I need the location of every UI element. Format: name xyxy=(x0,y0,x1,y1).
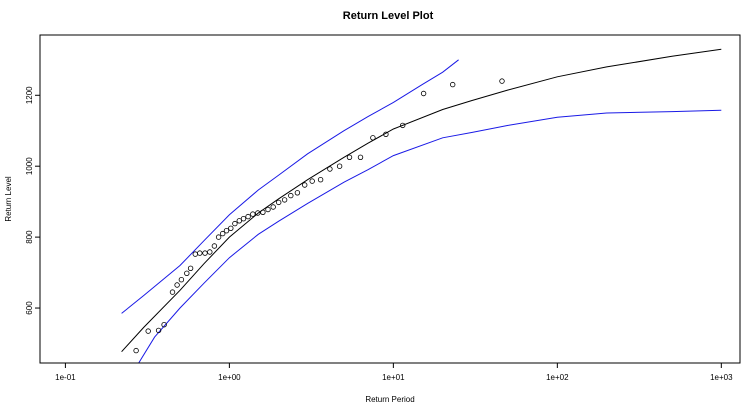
observed-point xyxy=(236,218,242,224)
x-tick-label: 1e-01 xyxy=(55,373,76,382)
observed-point xyxy=(294,190,301,196)
observed-point xyxy=(420,90,427,97)
x-tick-label: 1e+03 xyxy=(710,373,733,382)
observed-point xyxy=(270,204,276,210)
chart-title: Return Level Plot xyxy=(343,10,434,22)
x-tick-label: 1e+00 xyxy=(218,373,241,382)
observed-point xyxy=(383,131,389,137)
x-axis-label: Return Period xyxy=(365,395,414,404)
observed-point xyxy=(317,176,324,183)
observed-point xyxy=(202,250,208,256)
observed-point xyxy=(260,209,266,215)
plot-frame xyxy=(39,34,741,364)
observed-point xyxy=(281,197,288,203)
observed-point xyxy=(232,220,238,227)
observed-point xyxy=(255,210,261,216)
observed-point xyxy=(250,211,256,217)
observed-point xyxy=(184,270,190,276)
observed-point xyxy=(240,215,247,222)
y-tick-label: 800 xyxy=(25,230,34,244)
observed-point xyxy=(309,178,315,184)
y-tick-label: 1200 xyxy=(25,86,34,104)
y-axis-label: Return Level xyxy=(4,176,13,222)
observed-point xyxy=(499,78,505,84)
observed-point xyxy=(245,213,251,220)
observed-point xyxy=(346,154,353,160)
observed-point xyxy=(219,230,226,237)
fitted-return-level-line xyxy=(121,48,722,353)
observed-point xyxy=(174,282,180,288)
lower-confidence-line xyxy=(138,109,722,363)
observed-point xyxy=(145,328,151,334)
confidence-bounds xyxy=(121,59,722,363)
observed-point xyxy=(192,251,198,257)
observed-point xyxy=(336,163,343,169)
observed-point xyxy=(207,249,213,255)
y-tick-label: 600 xyxy=(25,301,34,315)
observed-point xyxy=(276,199,282,206)
observed-point xyxy=(288,192,294,199)
fitted-curve xyxy=(121,48,722,353)
observed-point xyxy=(197,250,203,256)
x-tick-label: 1e+01 xyxy=(382,373,405,382)
observed-point xyxy=(357,154,364,160)
observed-point xyxy=(400,122,406,129)
observed-point xyxy=(178,277,185,283)
x-tick-label: 1e+02 xyxy=(546,373,569,382)
observed-point xyxy=(265,206,271,213)
observed-point xyxy=(187,265,194,271)
observed-points xyxy=(133,78,505,354)
observed-point xyxy=(302,182,308,188)
observed-point xyxy=(223,227,230,234)
observed-point xyxy=(450,81,456,88)
observed-point xyxy=(169,289,176,295)
x-axis: 1e-01 1e+00 1e+01 1e+02 1e+03 xyxy=(55,362,733,382)
observed-point xyxy=(370,135,376,141)
observed-point xyxy=(133,347,139,354)
observed-point xyxy=(211,243,218,249)
observed-point xyxy=(327,166,333,172)
observed-point xyxy=(215,234,222,240)
y-axis: 600 800 1000 1200 xyxy=(25,86,41,315)
upper-confidence-line xyxy=(121,59,459,314)
observed-point xyxy=(228,225,234,231)
observed-point xyxy=(161,322,167,328)
observed-point xyxy=(155,327,162,334)
y-tick-label: 1000 xyxy=(25,157,34,175)
